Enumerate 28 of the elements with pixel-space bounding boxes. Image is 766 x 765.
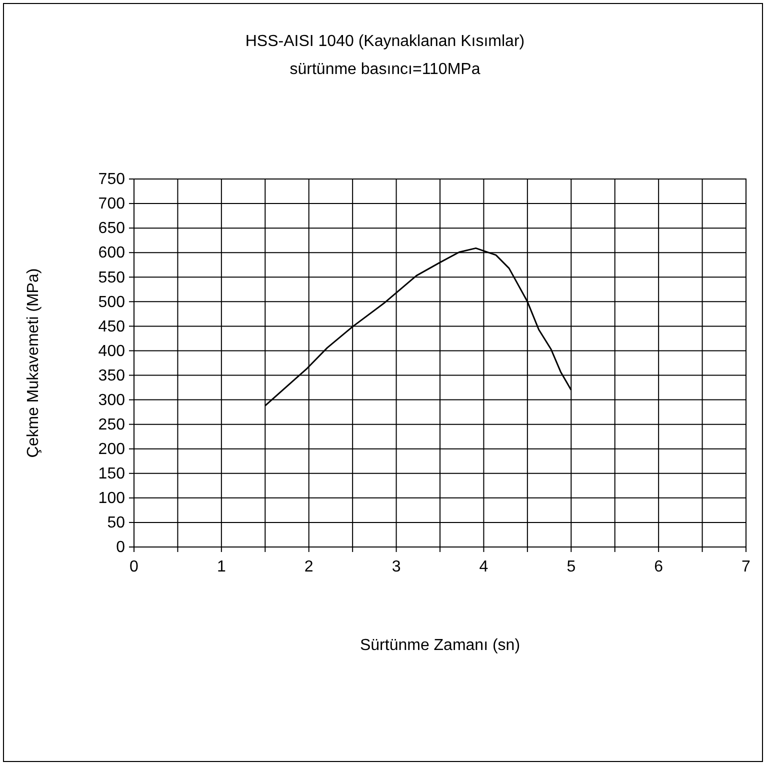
x-tick-label: 6: [654, 558, 664, 576]
y-tick-label: 700: [98, 196, 126, 213]
y-tick-label: 750: [98, 171, 126, 188]
x-tick-label: 1: [216, 558, 226, 576]
y-tick-label: 100: [98, 490, 126, 508]
y-axis-title: Çekme Mukavemeti (MPa): [25, 268, 42, 458]
y-tick-label: 550: [98, 269, 126, 286]
x-tick-label: 2: [304, 558, 314, 576]
y-tick-label: 450: [98, 318, 126, 336]
x-tick-label: 0: [130, 558, 139, 576]
y-tick-label: 500: [98, 294, 126, 311]
x-tick-label: 7: [742, 558, 751, 576]
y-tick-label: 150: [98, 466, 126, 483]
y-tick-label: 600: [98, 244, 126, 262]
chart-title: HSS-AISI 1040 (Kaynaklanan Kısımlar): [245, 33, 525, 50]
y-tick-label: 300: [98, 392, 126, 409]
y-tick-label: 50: [107, 514, 126, 532]
y-tick-label: 200: [98, 440, 126, 458]
x-axis-title: Sürtünme Zamanı (sn): [360, 637, 520, 654]
x-tick-label: 3: [392, 558, 401, 576]
y-tick-label: 250: [98, 416, 126, 434]
x-tick-label: 4: [479, 558, 488, 576]
y-tick-label: 400: [98, 342, 126, 360]
y-tick-label: 350: [98, 367, 126, 384]
chart-subtitle: sürtünme basıncı=110MPa: [290, 61, 480, 78]
y-tick-label: 0: [116, 539, 126, 556]
y-tick-label: 650: [98, 220, 126, 238]
x-tick-label: 5: [566, 558, 576, 576]
